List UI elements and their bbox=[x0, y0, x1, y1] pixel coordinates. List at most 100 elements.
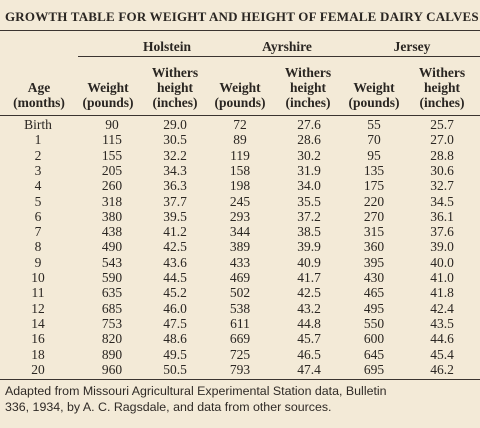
table-cell-ayrshire-height: 35.5 bbox=[297, 193, 321, 209]
table-cell-jersey-weight: 315 bbox=[363, 224, 385, 240]
table-cell-age: 4 bbox=[34, 178, 42, 194]
table-cell-ayrshire-height: 37.2 bbox=[297, 208, 321, 224]
table-cell-jersey-height: 34.5 bbox=[430, 193, 454, 209]
footnote-line2: 336, 1934, by A. C. Ragsdale, and data f… bbox=[5, 400, 332, 414]
table-cell-holstein-height: 29.0 bbox=[163, 117, 187, 132]
group-label-jersey: Jersey bbox=[393, 39, 431, 54]
table-cell-holstein-weight: 90 bbox=[105, 117, 119, 132]
table-cell-holstein-weight: 260 bbox=[101, 178, 123, 194]
table-cell-ayrshire-weight: 198 bbox=[229, 178, 251, 194]
table-cell-jersey-height: 25.7 bbox=[430, 117, 454, 132]
table-cell-holstein-height: 44.5 bbox=[163, 270, 187, 285]
group-label-ayrshire: Ayrshire bbox=[262, 39, 312, 54]
table-cell-holstein-height: 42.5 bbox=[163, 239, 187, 255]
table-cell-ayrshire-weight: 469 bbox=[229, 270, 251, 285]
table-cell-age: 12 bbox=[31, 300, 45, 316]
table-cell-holstein-weight: 380 bbox=[101, 208, 123, 224]
table-cell-holstein-height: 43.6 bbox=[163, 254, 187, 270]
table-cell-ayrshire-height: 40.9 bbox=[297, 254, 321, 270]
table-cell-ayrshire-weight: 89 bbox=[233, 132, 247, 148]
table-cell-ayrshire-weight: 669 bbox=[229, 331, 251, 347]
table-cell-ayrshire-weight: 793 bbox=[229, 361, 251, 377]
height-header-line1: Withers bbox=[284, 65, 332, 80]
table-cell-holstein-height: 32.2 bbox=[163, 147, 187, 163]
height-header-line3: (inches) bbox=[285, 95, 331, 110]
table-cell-jersey-weight: 495 bbox=[363, 300, 385, 316]
table-cell-holstein-weight: 543 bbox=[101, 254, 123, 270]
table-cell-jersey-weight: 220 bbox=[363, 193, 385, 209]
table-cell-jersey-height: 37.6 bbox=[430, 224, 454, 240]
table-cell-jersey-height: 41.8 bbox=[430, 285, 454, 301]
table-cell-ayrshire-height: 31.9 bbox=[297, 162, 321, 178]
table-cell-holstein-height: 49.5 bbox=[163, 346, 187, 362]
table-cell-ayrshire-weight: 502 bbox=[229, 285, 251, 301]
table-cell-age: 20 bbox=[31, 361, 45, 377]
age-header-line2: (months) bbox=[13, 95, 65, 110]
weight-header-line1: Weight bbox=[219, 80, 261, 95]
group-label-holstein: Holstein bbox=[142, 39, 191, 54]
table-cell-jersey-weight: 360 bbox=[363, 239, 385, 255]
table-cell-jersey-height: 36.1 bbox=[430, 208, 454, 224]
weight-header-line2: (pounds) bbox=[348, 95, 400, 110]
table-cell-age: 14 bbox=[31, 315, 45, 331]
table-cell-holstein-height: 48.6 bbox=[163, 331, 187, 347]
header-rule bbox=[0, 115, 480, 116]
table-cell-holstein-weight: 960 bbox=[101, 361, 123, 377]
jersey-weight-header: Weight (pounds) bbox=[342, 80, 406, 110]
height-header-line3: (inches) bbox=[152, 95, 198, 110]
table-cell-jersey-height: 46.2 bbox=[430, 361, 454, 377]
table-cell-holstein-weight: 590 bbox=[101, 270, 123, 285]
table-cell-jersey-height: 40.0 bbox=[430, 254, 454, 270]
age-header-line1: Age bbox=[27, 80, 51, 95]
group-underline-ayrshire bbox=[206, 56, 345, 57]
table-cell-jersey-height: 45.4 bbox=[430, 346, 454, 362]
table-cell-jersey-weight: 465 bbox=[363, 285, 385, 301]
table-cell-age: 11 bbox=[31, 285, 45, 301]
bottom-rule bbox=[0, 379, 480, 380]
table-cell-holstein-height: 50.5 bbox=[163, 361, 187, 377]
table-cell-jersey-weight: 600 bbox=[363, 331, 385, 347]
table-cell-jersey-height: 32.7 bbox=[430, 178, 454, 194]
table-cell-jersey-weight: 95 bbox=[367, 147, 381, 163]
table-cell-age: 10 bbox=[31, 270, 45, 285]
table-cell-holstein-weight: 438 bbox=[101, 224, 123, 240]
table-cell-ayrshire-weight: 293 bbox=[229, 208, 251, 224]
table-cell-jersey-weight: 645 bbox=[363, 346, 385, 362]
table-cell-holstein-weight: 115 bbox=[102, 132, 122, 148]
weight-header-line1: Weight bbox=[353, 80, 395, 95]
table-cell-jersey-weight: 395 bbox=[363, 254, 385, 270]
table-cell-holstein-weight: 685 bbox=[101, 300, 123, 316]
ayrshire-height-header: Withers height (inches) bbox=[275, 65, 341, 110]
table-cell-holstein-weight: 318 bbox=[101, 193, 123, 209]
table-cell-age: 5 bbox=[34, 193, 42, 209]
table-cell-jersey-weight: 430 bbox=[363, 270, 385, 285]
table-cell-jersey-weight: 550 bbox=[363, 315, 385, 331]
table-cell-ayrshire-weight: 725 bbox=[229, 346, 251, 362]
table-cell-holstein-weight: 753 bbox=[101, 315, 123, 331]
table-cell-ayrshire-weight: 158 bbox=[229, 162, 251, 178]
table-cell-jersey-weight: 695 bbox=[363, 361, 385, 377]
ayrshire-weight-header: Weight (pounds) bbox=[207, 80, 273, 110]
age-header: Age (months) bbox=[5, 80, 73, 110]
weight-header-line2: (pounds) bbox=[82, 95, 134, 110]
group-underline-holstein bbox=[78, 56, 231, 57]
table-title: GROWTH TABLE FOR WEIGHT AND HEIGHT OF FE… bbox=[5, 9, 479, 24]
table-cell-holstein-height: 34.3 bbox=[163, 162, 187, 178]
table-cell-ayrshire-height: 44.8 bbox=[297, 315, 321, 331]
table-cell-ayrshire-height: 27.6 bbox=[297, 117, 321, 132]
table-cell-age: 7 bbox=[34, 224, 42, 240]
table-cell-jersey-weight: 175 bbox=[363, 178, 385, 194]
height-header-line1: Withers bbox=[418, 65, 466, 80]
group-underline-jersey bbox=[345, 56, 480, 57]
table-cell-jersey-height: 28.8 bbox=[430, 147, 454, 163]
table-cell-age: Birth bbox=[24, 117, 52, 132]
height-header-line2: height bbox=[289, 80, 326, 95]
table-cell-ayrshire-weight: 344 bbox=[229, 224, 251, 240]
table-cell-holstein-height: 37.7 bbox=[163, 193, 187, 209]
table-cell-holstein-height: 36.3 bbox=[163, 178, 187, 194]
height-header-line3: (inches) bbox=[419, 95, 465, 110]
table-cell-ayrshire-height: 47.4 bbox=[297, 361, 321, 377]
table-cell-ayrshire-weight: 433 bbox=[229, 254, 251, 270]
jersey-height-header: Withers height (inches) bbox=[408, 65, 476, 110]
table-cell-ayrshire-weight: 245 bbox=[229, 193, 251, 209]
